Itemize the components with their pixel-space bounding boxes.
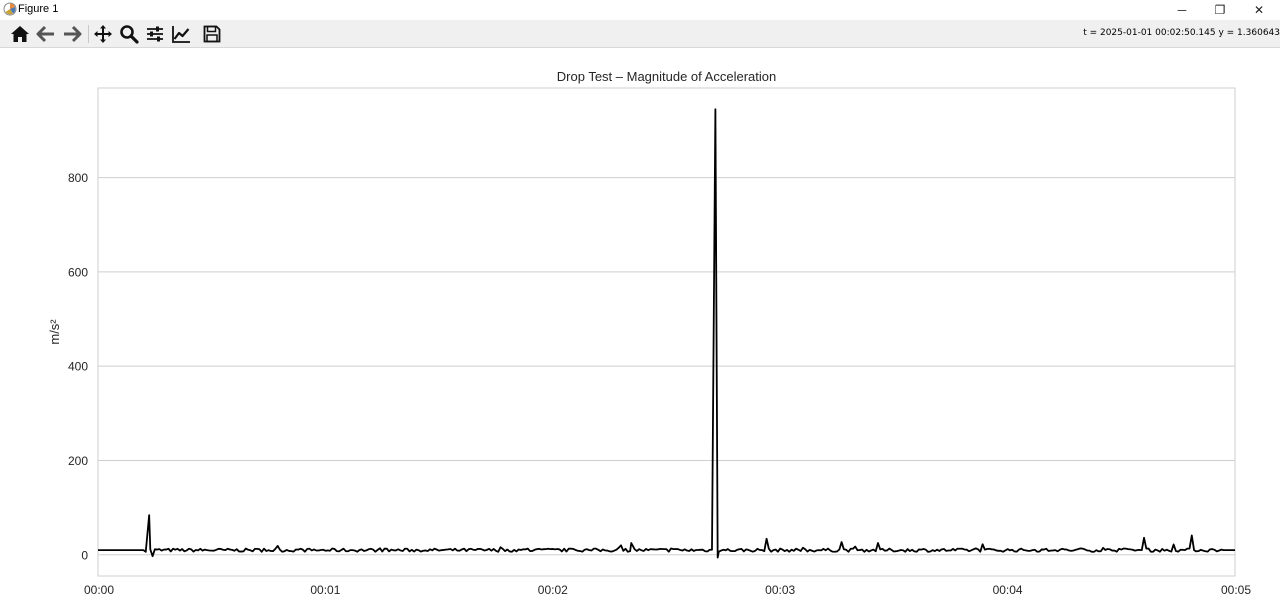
home-button[interactable]: [8, 22, 32, 46]
edit-axis-button[interactable]: [169, 22, 193, 46]
navigation-toolbar: t = 2025-01-01 00:02:50.145 y = 1.360643: [0, 20, 1280, 48]
x-tick-label: 00:00: [84, 583, 114, 597]
toolbar-separator: [88, 25, 89, 43]
minimize-icon: ─: [1177, 3, 1187, 17]
acceleration-line: [98, 108, 1235, 559]
y-tick-label: 0: [81, 548, 88, 562]
restore-icon: ❐: [1214, 3, 1226, 17]
restore-button[interactable]: ❐: [1201, 0, 1239, 20]
forward-button[interactable]: [60, 22, 84, 46]
back-button[interactable]: [34, 22, 58, 46]
window-titlebar: Figure 1 ─ ❐ ✕: [0, 0, 1280, 20]
x-tick-label: 00:01: [310, 583, 340, 597]
subplots-icon: [147, 26, 163, 42]
window-title: Figure 1: [18, 3, 59, 15]
forward-arrow-icon: [64, 25, 82, 43]
y-tick-label: 800: [68, 171, 88, 185]
chart-title: Drop Test – Magnitude of Acceleration: [557, 69, 776, 84]
zoom-icon: [120, 25, 139, 44]
minimize-button[interactable]: ─: [1163, 0, 1201, 20]
back-arrow-icon: [36, 25, 54, 43]
grid-lines: [98, 177, 1235, 556]
x-tick-label: 00:02: [538, 583, 568, 597]
cursor-coordinates-readout: t = 2025-01-01 00:02:50.145 y = 1.360643: [1083, 28, 1280, 38]
close-icon: ✕: [1253, 3, 1265, 17]
pan-button[interactable]: [91, 22, 115, 46]
x-tick-label: 00:04: [993, 583, 1023, 597]
y-tick-label: 400: [68, 360, 88, 374]
y-axis-label: m/s²: [47, 319, 62, 345]
save-button[interactable]: [200, 22, 224, 46]
matplotlib-app-icon: [3, 2, 17, 16]
x-tick-label: 00:05: [1221, 583, 1251, 597]
pan-icon: [94, 25, 112, 43]
x-tick-labels: 00:00 00:01 00:02 00:03 00:04 00:05: [84, 583, 1251, 597]
figure-canvas[interactable]: [0, 48, 1280, 601]
x-tick-label: 00:03: [765, 583, 795, 597]
y-tick-label: 200: [68, 454, 88, 468]
axes-frame: [97, 87, 1236, 577]
home-icon: [11, 26, 29, 42]
y-tick-labels: 0 200 400 600 800: [68, 171, 88, 562]
close-button[interactable]: ✕: [1240, 0, 1278, 20]
save-icon: [203, 25, 221, 43]
zoom-button[interactable]: [117, 22, 141, 46]
y-tick-label: 600: [68, 265, 88, 279]
edit-axis-icon: [172, 26, 190, 43]
subplots-button[interactable]: [143, 22, 167, 46]
plot-area: [98, 108, 1235, 559]
